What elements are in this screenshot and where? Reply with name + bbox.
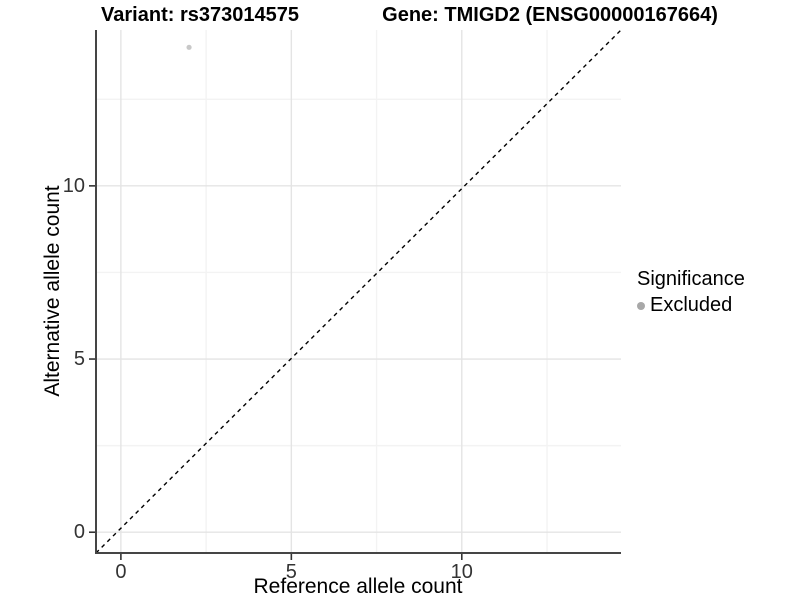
y-tick-label: 0 (73, 521, 85, 544)
legend: Significance Excluded (637, 268, 745, 317)
y-tick-label: 10 (62, 174, 85, 197)
y-axis-title: Alternative allele count (41, 185, 64, 397)
x-tick-label: 10 (450, 561, 473, 583)
y-tick-label: 5 (73, 348, 85, 371)
data-point (186, 44, 192, 50)
legend-marker-circle-icon (637, 301, 645, 310)
identity-dashed-line (95, 29, 622, 554)
plot-title-gene: Gene: TMIGD2 (ENSG00000167664) (382, 4, 718, 26)
x-axis-title: Reference allele count (253, 575, 463, 598)
x-tick-label: 0 (115, 561, 127, 583)
x-tick-label: 5 (285, 561, 297, 583)
plot-title-variant: Variant: rs373014575 (101, 4, 299, 26)
legend-item-excluded: Excluded (637, 294, 745, 317)
legend-item-label: Excluded (650, 294, 733, 316)
legend-title: Significance (637, 268, 745, 290)
